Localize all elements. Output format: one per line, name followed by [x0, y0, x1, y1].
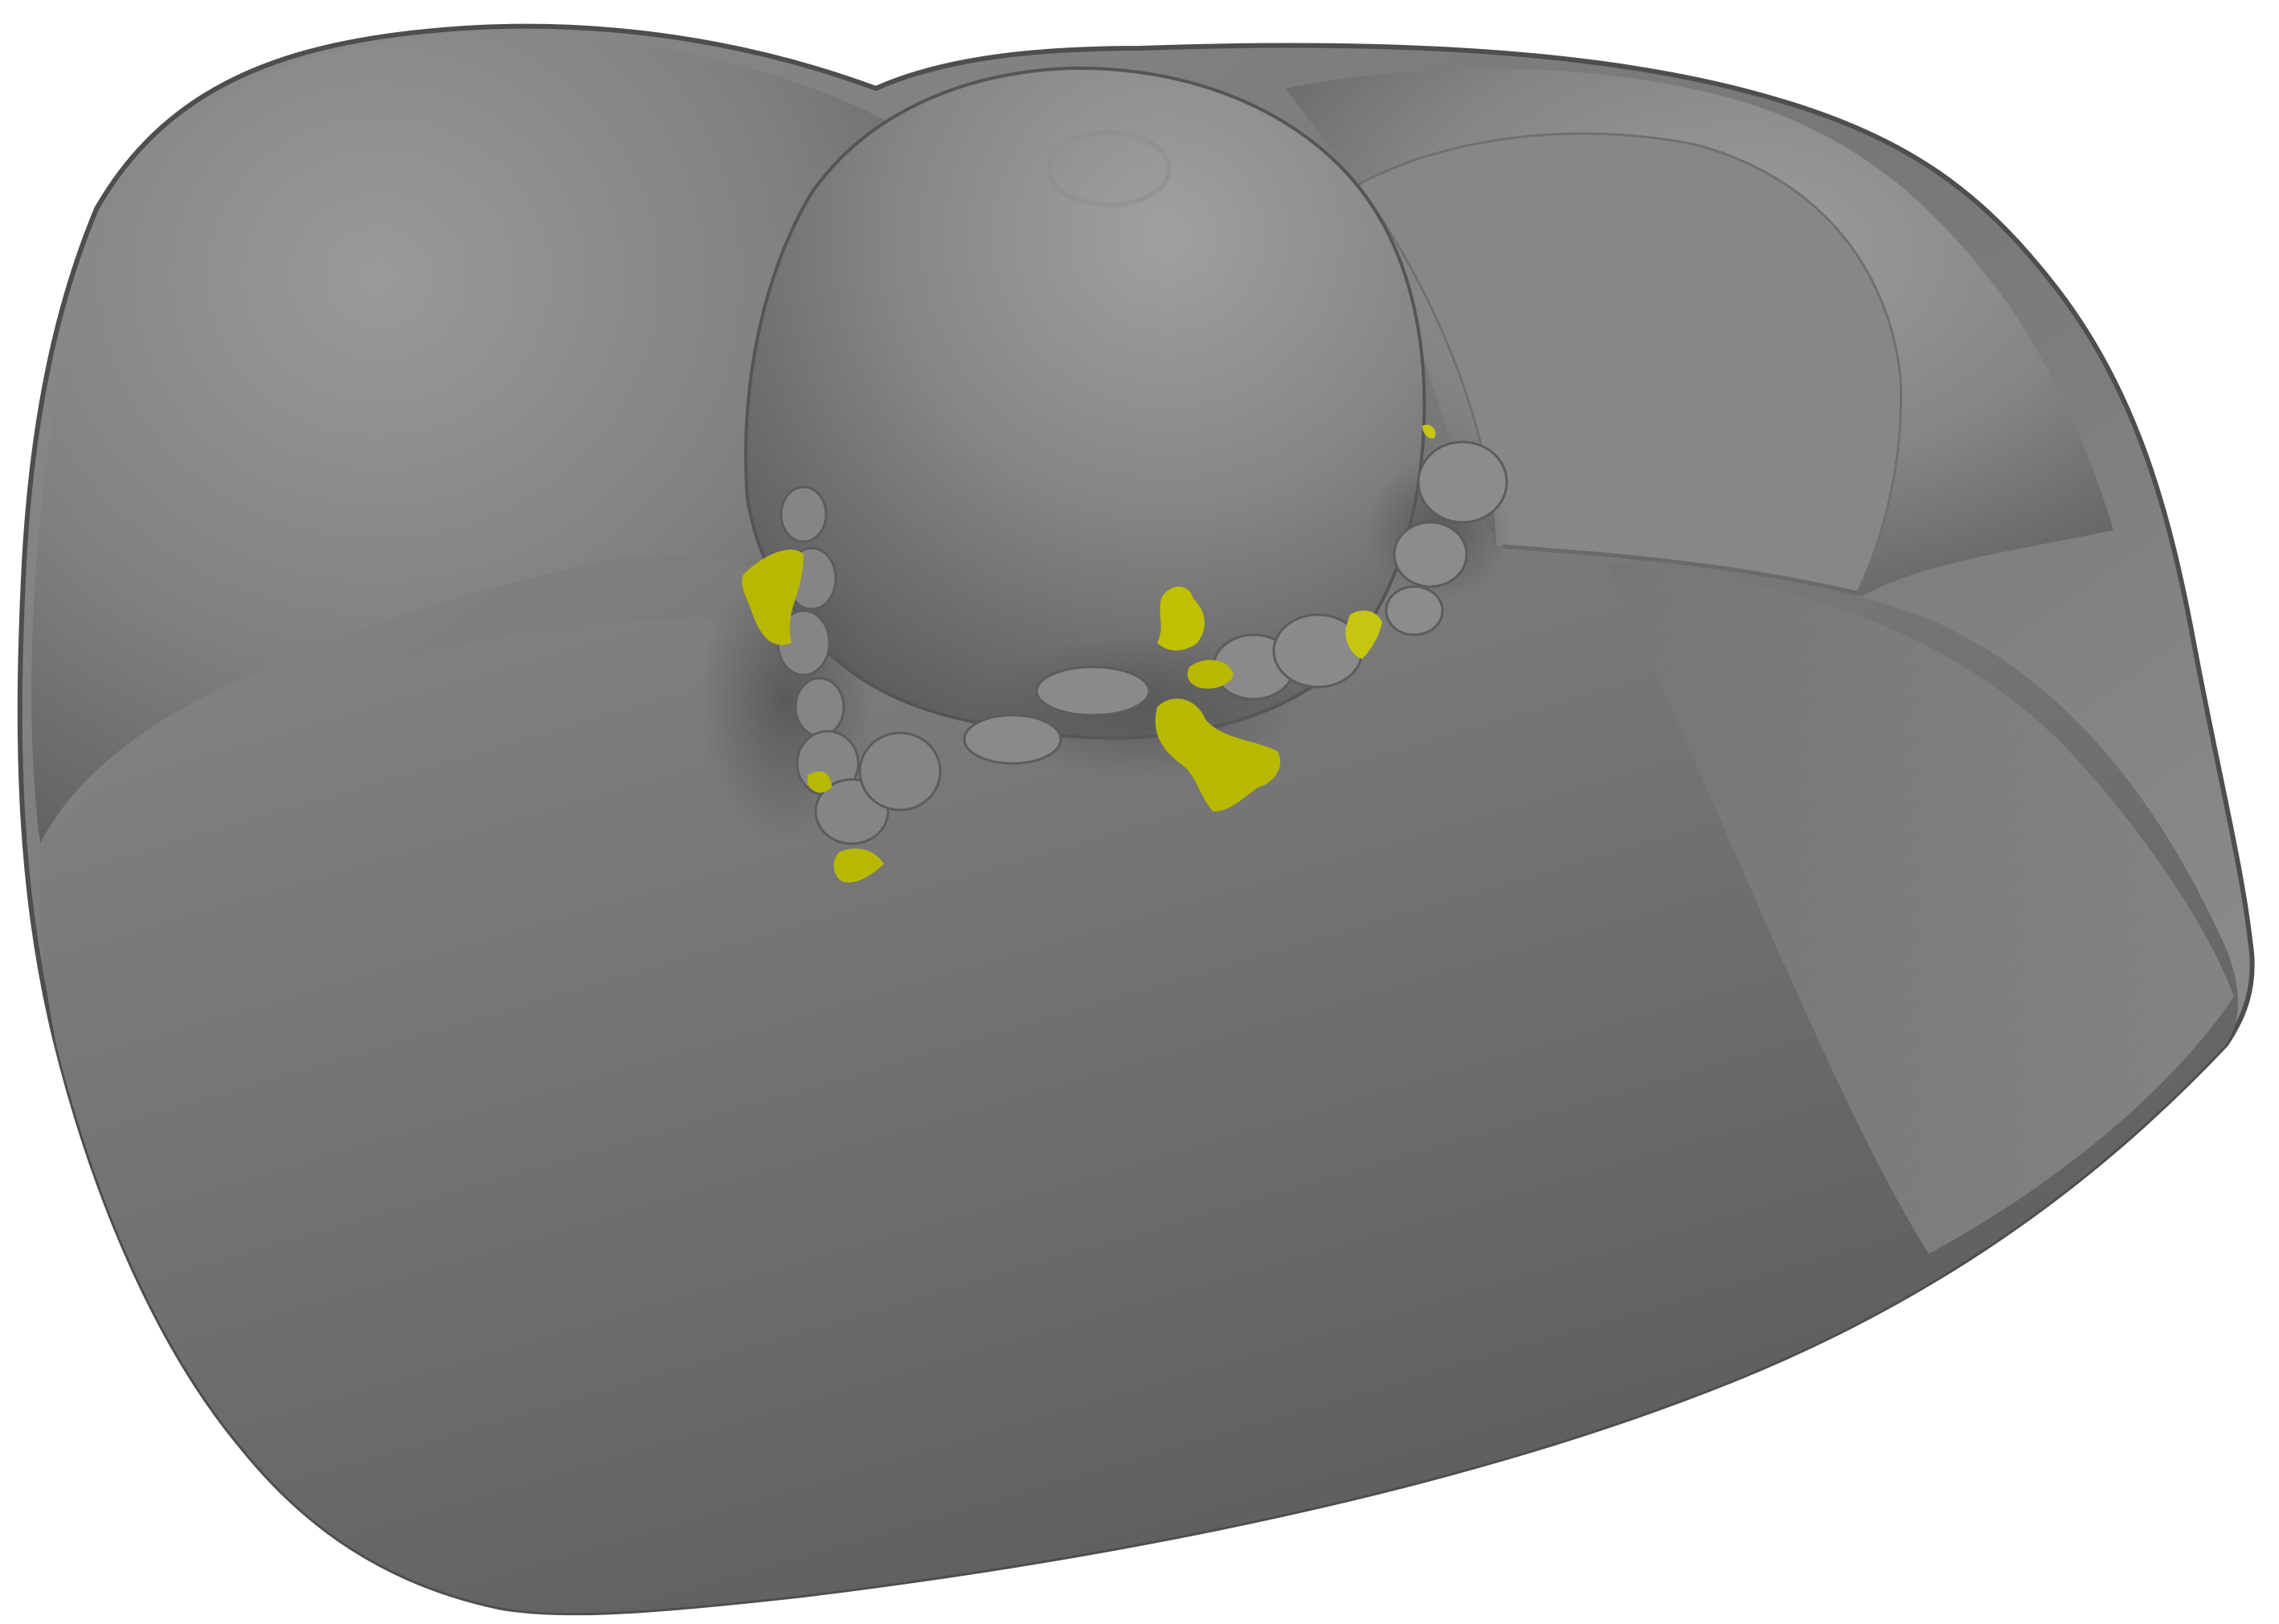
- highlight-patches: [742, 424, 1436, 883]
- highlight-patch-center: [1155, 698, 1281, 812]
- highlight-patch-left-mid: [808, 771, 832, 793]
- highlight-patch-left: [742, 550, 804, 645]
- highlight-patch-center-top: [1157, 587, 1205, 651]
- fissure-line: [1502, 544, 1865, 597]
- surface-central-dome: [744, 66, 1426, 740]
- nodules-left: [776, 485, 942, 845]
- dome-ring-mark: [1046, 130, 1172, 207]
- highlight-patch-left-lower: [833, 848, 884, 883]
- nodules-right: [1385, 440, 1508, 636]
- surface-front: [39, 539, 2239, 1614]
- nodules-center: [963, 613, 1364, 765]
- highlight-patch-right-edge: [1422, 424, 1436, 439]
- highlight-patch-center-small: [1187, 660, 1234, 689]
- highlight-patch-right: [1345, 610, 1382, 659]
- surface-left-lobe: [31, 34, 901, 844]
- surface-right-front: [1607, 562, 2234, 1254]
